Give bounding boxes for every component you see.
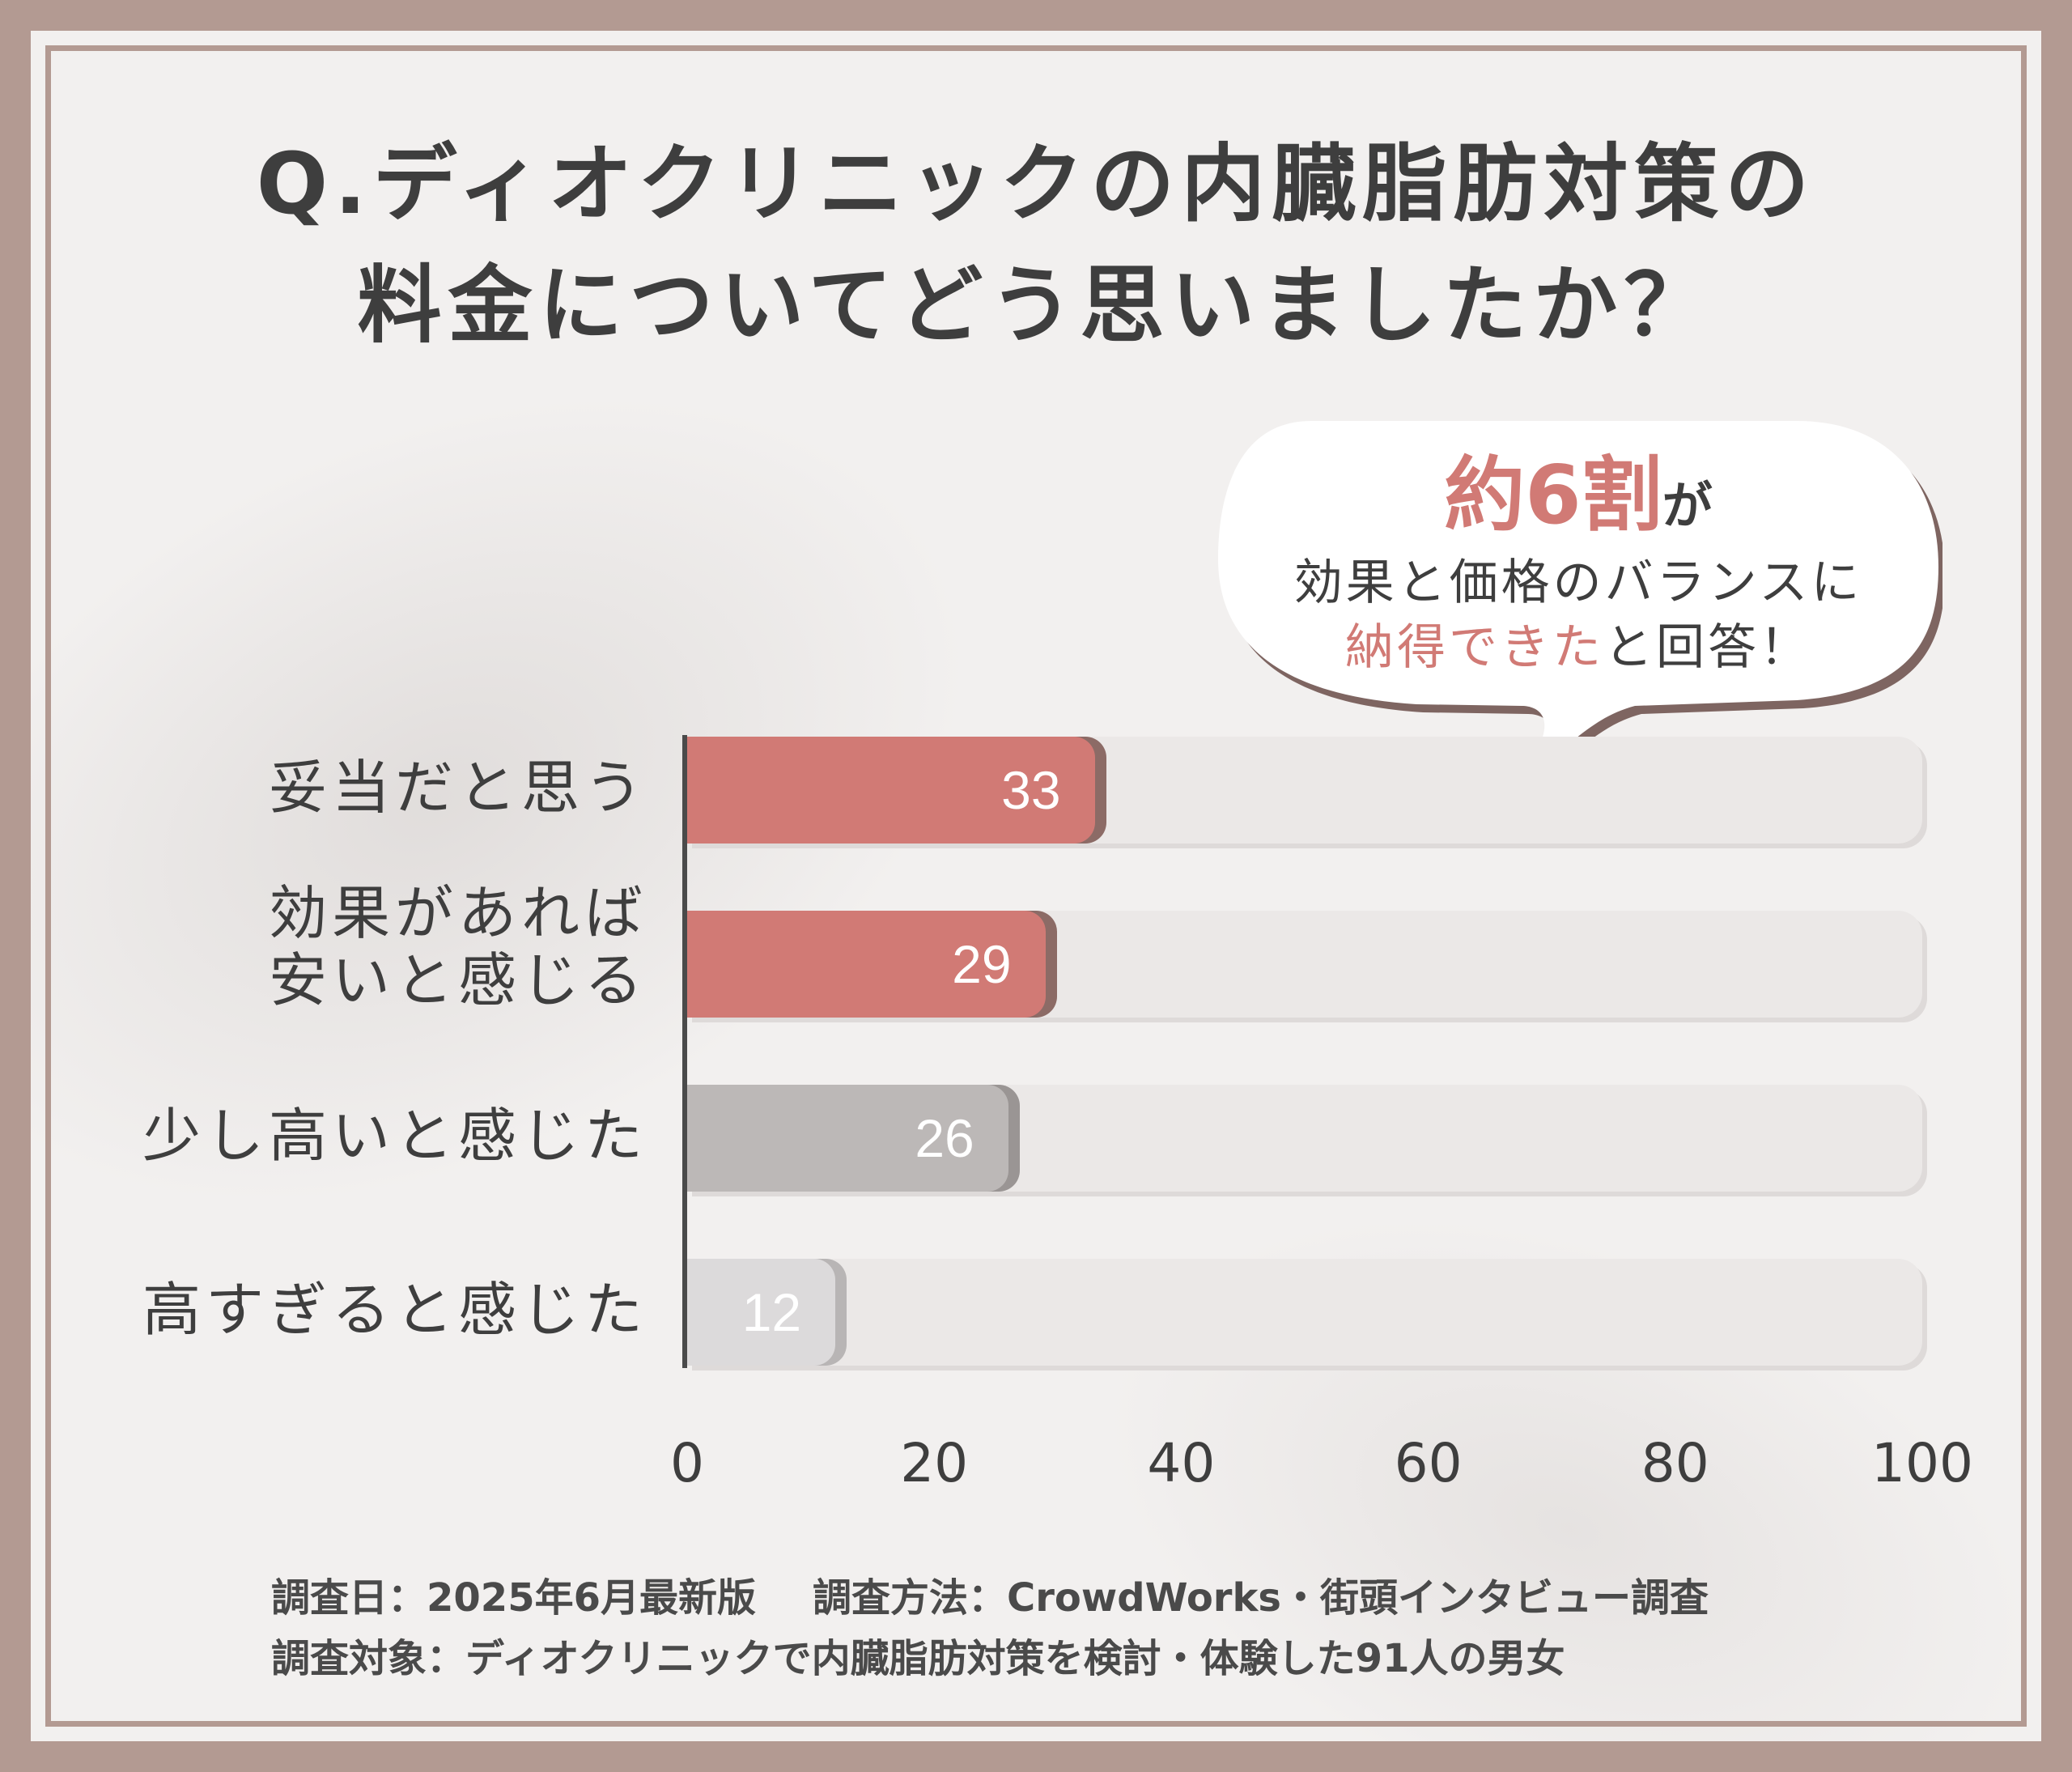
x-tick-label: 0 xyxy=(670,1432,704,1494)
bar xyxy=(687,1085,1008,1192)
survey-method: 調査方法：CrowdWorks・街頭インタビュー調査 xyxy=(813,1575,1709,1621)
bar-value-label: 26 xyxy=(915,1108,974,1168)
x-tick-label: 60 xyxy=(1394,1432,1463,1494)
bar-track xyxy=(687,1259,1922,1366)
x-tick-label: 40 xyxy=(1147,1432,1216,1494)
callout-particle: が xyxy=(1662,476,1713,535)
bar-value-label: 29 xyxy=(952,934,1012,994)
x-tick-label: 100 xyxy=(1871,1432,1973,1494)
category-label: 高すぎると感じた xyxy=(142,1276,648,1344)
callout-accent: 納得できた xyxy=(1345,619,1604,676)
bar xyxy=(687,911,1046,1018)
y-axis-line xyxy=(682,735,687,1368)
x-tick-label: 20 xyxy=(900,1432,969,1494)
category-label: 少し高いと感じた xyxy=(142,1102,648,1170)
callout-big: 約6割 xyxy=(1444,448,1662,542)
title-line-2: 料金についてどう思いましたか？ xyxy=(357,256,1715,355)
callout-rest: と回答！ xyxy=(1604,619,1811,676)
footer-line-1: 調査日：2025年6月最新版 調査方法：CrowdWorks・街頭インタビュー調査 xyxy=(271,1579,1709,1617)
survey-target: 調査対象：ディオクリニックで内臓脂肪対策を検討・体験した91人の男女 xyxy=(271,1636,1565,1681)
x-tick-label: 80 xyxy=(1641,1432,1709,1494)
category-label: 効果があれば 安いと感じる xyxy=(268,879,648,1014)
infographic-card xyxy=(31,31,2041,1741)
speech-bubble: 約6割が 効果と価格のバランスに 納得できたと回答！ xyxy=(1214,405,1942,793)
callout-line-2: 効果と価格のバランスに xyxy=(1293,555,1863,611)
category-label: 妥当だと思う xyxy=(268,754,648,822)
survey-date: 調査日：2025年6月最新版 xyxy=(271,1575,756,1621)
callout-line-3: 納得できたと回答！ xyxy=(1214,623,1942,672)
bar xyxy=(687,737,1095,844)
bar-value-label: 33 xyxy=(1001,760,1061,820)
bar-value-label: 12 xyxy=(741,1282,802,1342)
bar xyxy=(687,1259,836,1366)
callout-headline: 約6割が xyxy=(1214,455,1942,536)
title-line-1: Q.ディオクリニックの内臓脂肪対策の xyxy=(256,134,1816,233)
speech-bubble-shape xyxy=(1218,421,1942,781)
